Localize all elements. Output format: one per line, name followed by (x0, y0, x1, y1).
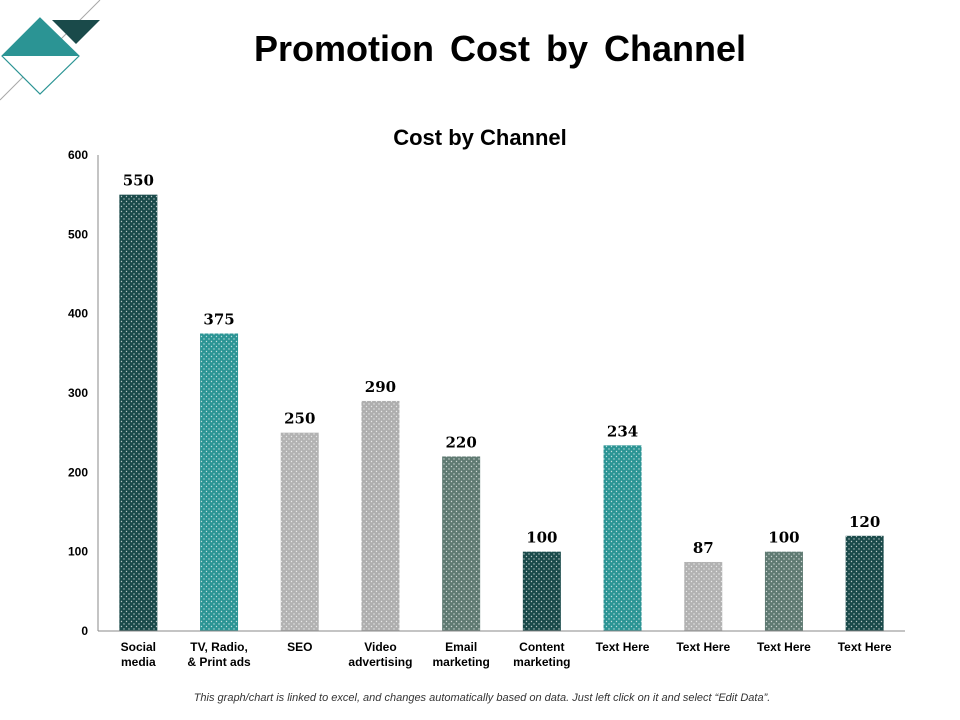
x-tick-label: Social (121, 640, 156, 654)
x-tick-label: Text Here (838, 640, 892, 654)
data-label: 100 (526, 529, 557, 547)
data-label: 550 (123, 172, 154, 190)
x-tick-label: Email (445, 640, 477, 654)
x-tick-label: Video (364, 640, 396, 654)
y-tick-label: 100 (68, 545, 88, 559)
bars (119, 194, 884, 631)
bar-pattern (684, 561, 723, 631)
data-label: 120 (849, 513, 880, 531)
x-tick-label: media (121, 655, 156, 669)
x-tick-label: SEO (287, 640, 312, 654)
x-tick-label: advertising (348, 655, 412, 669)
x-tick-label: Text Here (757, 640, 811, 654)
logo-teal-triangle (2, 18, 79, 56)
bar-pattern (522, 551, 561, 631)
bar-pattern (845, 535, 884, 631)
x-tick-label: TV, Radio, (190, 640, 248, 654)
data-label: 290 (365, 378, 396, 396)
data-label: 87 (693, 539, 714, 557)
logo-dark-triangle (52, 20, 100, 44)
data-label: 250 (284, 410, 315, 428)
bar-pattern (119, 194, 158, 631)
bar-pattern (361, 400, 400, 631)
bar-pattern (280, 432, 319, 631)
footnote: This graph/chart is linked to excel, and… (193, 692, 771, 704)
x-tick-label: marketing (513, 655, 570, 669)
y-tick-label: 300 (68, 386, 88, 400)
bar-pattern (603, 445, 642, 631)
y-tick-label: 200 (68, 465, 88, 479)
y-tick-label: 500 (68, 227, 88, 241)
y-axis: 0 100 200 300 400 500 600 (68, 148, 99, 638)
bar-pattern (764, 551, 803, 631)
logo (0, 0, 101, 101)
bar-pattern (442, 456, 481, 631)
y-tick-label: 0 (81, 624, 88, 638)
x-tick-label: Text Here (676, 640, 730, 654)
data-label: 234 (607, 422, 638, 440)
chart-title: Cost by Channel (393, 125, 567, 150)
data-label: 100 (768, 529, 799, 547)
value-labels: 550 375 250 290 220 100 234 87 100 120 (123, 172, 881, 557)
data-label: 220 (445, 433, 476, 451)
data-label: 375 (203, 311, 234, 329)
x-tick-label: Text Here (596, 640, 650, 654)
page-title: Promotion Cost by Channel (253, 28, 746, 69)
x-tick-label: marketing (432, 655, 489, 669)
bar-pattern (200, 333, 239, 631)
x-tick-label: & Print ads (187, 655, 251, 669)
x-tick-label: Content (519, 640, 564, 654)
y-tick-label: 400 (68, 307, 88, 321)
y-tick-label: 600 (68, 148, 88, 162)
